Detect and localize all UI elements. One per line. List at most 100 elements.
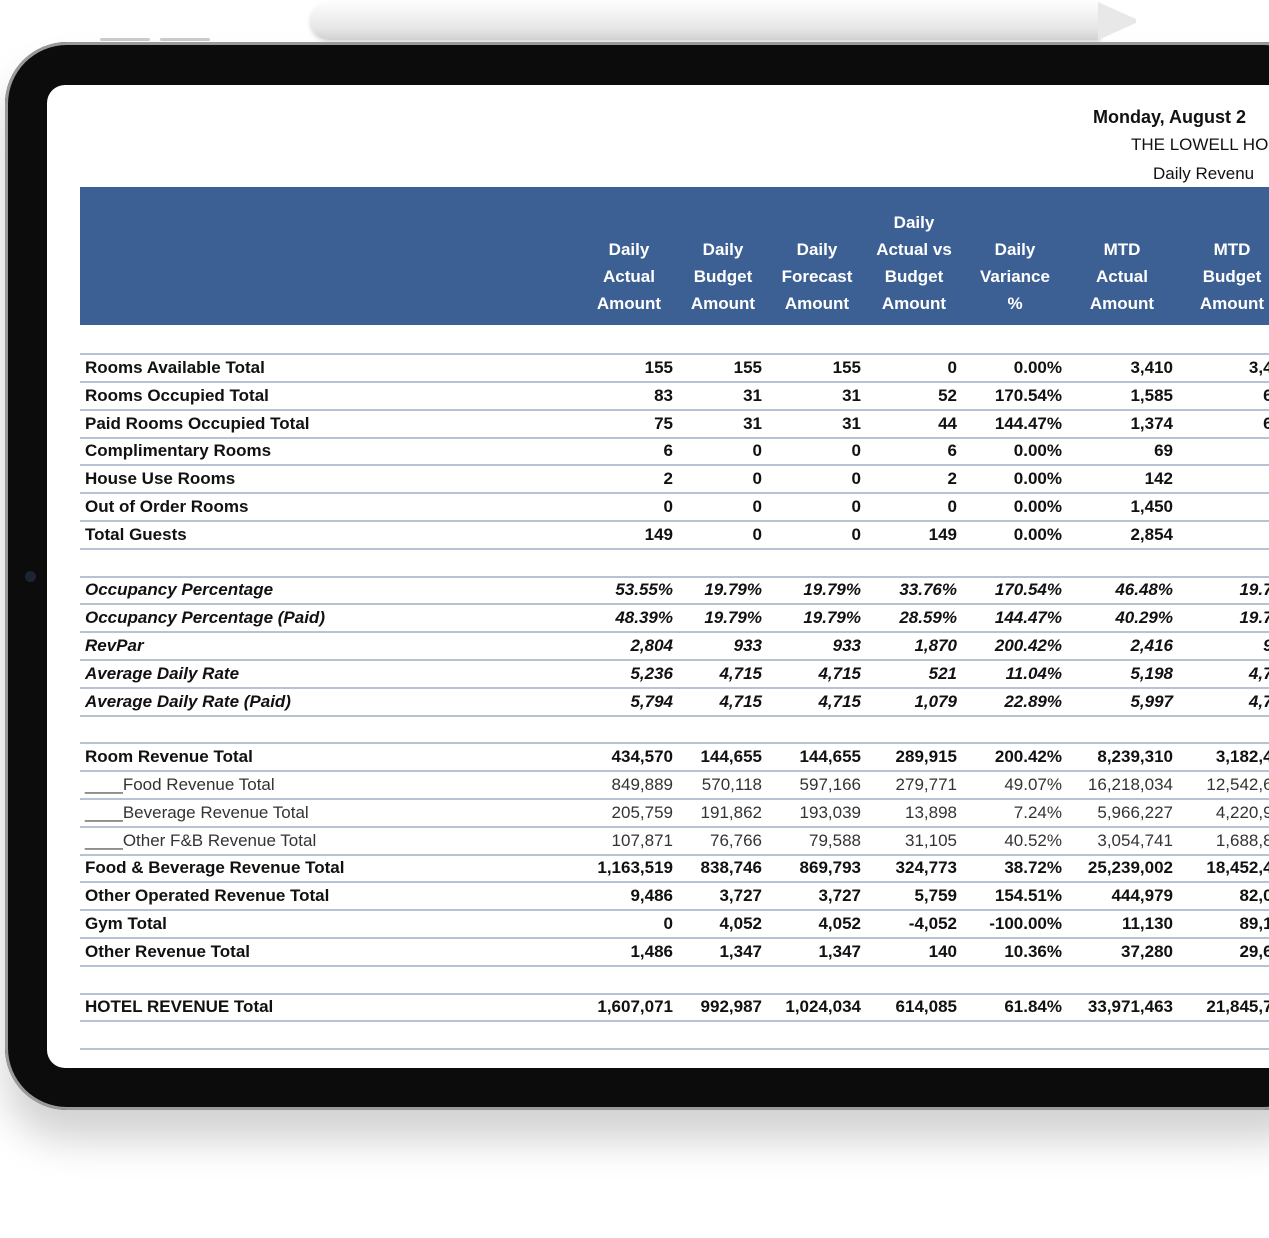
cell: 3,054,741 (1097, 830, 1173, 850)
cell: 2 (663, 469, 673, 489)
row-label: Occupancy Percentage (85, 580, 274, 600)
cell: 12,542,60 (1206, 775, 1269, 794)
cell: 0.00% (1013, 441, 1062, 461)
cell: 67 (1263, 413, 1269, 433)
cell: 38.72% (1004, 858, 1062, 878)
row-label: ____Food Revenue Total (85, 775, 275, 794)
cell: 7.24% (1013, 802, 1062, 822)
cell: 1,486 (630, 941, 673, 961)
cell: 69 (1154, 441, 1173, 461)
row-line (80, 658, 1269, 661)
column-header: Actual (603, 267, 655, 286)
cell: 4,052 (818, 914, 861, 933)
row-line (80, 1020, 1269, 1023)
row-line (80, 492, 1269, 495)
row-line (80, 853, 1269, 856)
column-header: Forecast (781, 267, 853, 286)
report-name: Daily Revenu (1153, 164, 1255, 183)
column-header: MTD (1213, 240, 1251, 259)
cell: 4,71 (1248, 663, 1269, 683)
cell: 5,759 (914, 886, 957, 906)
cell: 4,715 (818, 691, 861, 711)
column-header: Amount (1089, 294, 1155, 313)
cell: 31 (743, 413, 762, 433)
cell: 0 (752, 469, 762, 489)
row-line (80, 1048, 1269, 1051)
row-label: Occupancy Percentage (Paid) (85, 608, 325, 628)
cell: 155 (644, 358, 673, 377)
column-header: Daily (994, 240, 1036, 259)
row-line (80, 464, 1269, 467)
cell: 597,166 (799, 775, 861, 794)
cell: 1,347 (719, 941, 762, 961)
column-header: Daily (702, 240, 744, 259)
cell: 37,280 (1121, 941, 1173, 961)
row-label: Average Daily Rate (Paid) (85, 691, 291, 711)
cell: 1,585 (1130, 385, 1173, 405)
row-line (80, 631, 1269, 634)
cell: 992,987 (700, 997, 762, 1017)
button (100, 38, 150, 41)
cell: 31 (842, 385, 861, 405)
cell: 444,979 (1111, 886, 1173, 906)
cell: 0 (947, 497, 957, 516)
column-header: % (1007, 294, 1023, 313)
cell: 144,655 (799, 747, 861, 767)
cell: 83 (654, 385, 673, 405)
cell: 0.00% (1013, 524, 1062, 544)
column-header: Actual vs (876, 240, 952, 259)
row-line (80, 547, 1269, 550)
cell: 31 (743, 385, 762, 405)
cell: 2,854 (1130, 524, 1173, 544)
cell: 1,688,84 (1215, 830, 1269, 850)
row-label: Other Revenue Total (85, 941, 250, 961)
row-line (80, 603, 1269, 606)
cell: 4,220,95 (1215, 802, 1269, 822)
cell: 5,966,227 (1097, 802, 1173, 822)
cell: 44 (938, 413, 957, 433)
column-header: Daily (608, 240, 650, 259)
cell: 1,870 (914, 636, 957, 655)
cell: 40.52% (1004, 830, 1062, 850)
cell: 3,182,40 (1215, 747, 1269, 767)
cell: 144.47% (994, 413, 1062, 433)
cell: 6 (947, 441, 957, 461)
cell: 19.79% (704, 608, 762, 628)
cell: 9,486 (630, 886, 673, 906)
cell: 1,347 (818, 941, 861, 961)
cell: 3,410 (1130, 358, 1173, 377)
cell: 5,794 (630, 691, 673, 711)
cell: 521 (928, 663, 957, 683)
cell: 107,871 (611, 830, 673, 850)
cell: 0 (752, 441, 762, 461)
cell: 933 (733, 636, 762, 655)
cell: 1,374 (1130, 413, 1173, 433)
cell: 19.79% (704, 580, 762, 600)
row-line (80, 964, 1269, 967)
cell: 0 (851, 469, 861, 489)
cell: 5,198 (1130, 663, 1173, 683)
row-line (80, 686, 1269, 689)
cell: 48.39% (615, 608, 673, 628)
cell: 49.07% (1004, 775, 1062, 794)
cell: 29,62 (1239, 941, 1269, 961)
cell: -100.00% (989, 914, 1062, 933)
row-label: Other Operated Revenue Total (85, 886, 330, 906)
cell: 0 (752, 524, 762, 544)
cell: 21,845,70 (1206, 997, 1269, 1017)
cell: 18,452,40 (1206, 858, 1269, 878)
cell: 0 (663, 497, 673, 516)
cell: 52 (938, 385, 957, 405)
row-line (80, 936, 1269, 939)
cell: 19.79% (803, 580, 861, 600)
cell: 1,163,519 (597, 858, 673, 878)
cell: 19.79 (1239, 608, 1269, 628)
row-line (80, 742, 1269, 745)
cell: 33.76% (899, 580, 957, 600)
cell: 0 (851, 524, 861, 544)
row-line (80, 881, 1269, 884)
column-header: Actual (1096, 267, 1148, 286)
cell: 93 (1263, 636, 1269, 656)
row-label: Rooms Available Total (85, 358, 265, 377)
row-line (80, 353, 1269, 356)
